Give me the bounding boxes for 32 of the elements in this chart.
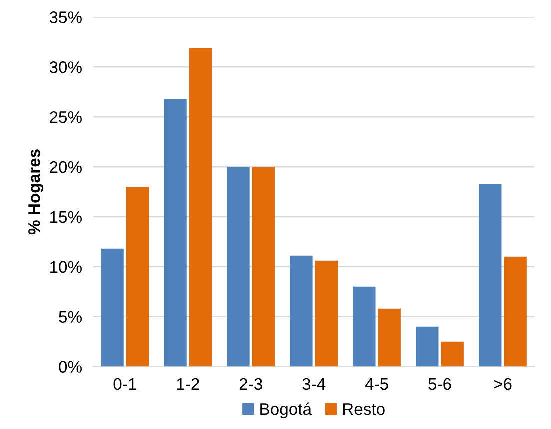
bar bbox=[252, 167, 276, 367]
bar bbox=[126, 186, 150, 367]
y-tick-label: 35% bbox=[50, 12, 82, 24]
x-tick-label: 1-2 bbox=[177, 378, 200, 390]
bar bbox=[416, 326, 439, 367]
x-tick-label: 4-5 bbox=[365, 378, 388, 390]
y-tick-label: 10% bbox=[50, 261, 82, 274]
y-tick-label: 30% bbox=[50, 62, 82, 74]
x-tick-label: >6 bbox=[494, 378, 512, 390]
bar bbox=[189, 48, 212, 367]
x-tick-label: 0-1 bbox=[114, 378, 136, 390]
bar bbox=[315, 260, 338, 367]
bar bbox=[378, 308, 401, 367]
y-tick-label: 25% bbox=[50, 111, 82, 124]
x-tick-label: 3-4 bbox=[302, 378, 326, 390]
legend-label: Bogotá bbox=[260, 402, 312, 419]
x-tick-label: 5-6 bbox=[428, 378, 452, 390]
bar bbox=[441, 342, 464, 367]
y-tick-label: 5% bbox=[59, 311, 82, 324]
bar bbox=[290, 256, 313, 367]
y-tick-label: 15% bbox=[50, 211, 82, 224]
bar bbox=[227, 167, 250, 367]
bar bbox=[101, 248, 124, 367]
y-tick-label: 0% bbox=[59, 361, 82, 373]
bar bbox=[479, 184, 502, 367]
bar bbox=[353, 286, 376, 367]
y-tick-label: 20% bbox=[50, 161, 82, 174]
legend-label: Resto bbox=[343, 404, 385, 416]
y-axis-title: % Hogares bbox=[28, 150, 44, 235]
bar bbox=[504, 256, 527, 367]
x-tick-label: 2-3 bbox=[240, 378, 262, 390]
bar bbox=[164, 99, 187, 367]
